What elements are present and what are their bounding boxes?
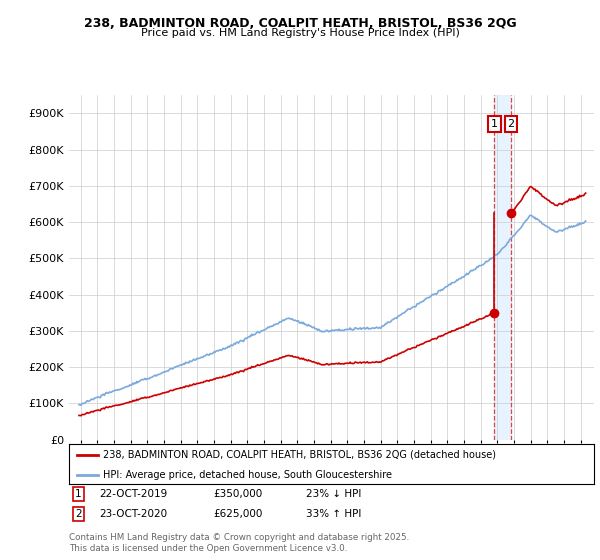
Text: £350,000: £350,000 [213, 489, 262, 499]
Bar [494, 95, 511, 440]
Text: 2: 2 [75, 509, 82, 519]
Text: 33% ↑ HPI: 33% ↑ HPI [306, 509, 361, 519]
Text: £625,000: £625,000 [213, 509, 262, 519]
Text: 22-OCT-2019: 22-OCT-2019 [99, 489, 167, 499]
Text: 23-OCT-2020: 23-OCT-2020 [99, 509, 167, 519]
Text: 238, BADMINTON ROAD, COALPIT HEATH, BRISTOL, BS36 2QG (detached house): 238, BADMINTON ROAD, COALPIT HEATH, BRIS… [103, 450, 496, 460]
Text: 23% ↓ HPI: 23% ↓ HPI [306, 489, 361, 499]
Text: Price paid vs. HM Land Registry's House Price Index (HPI): Price paid vs. HM Land Registry's House … [140, 28, 460, 38]
Text: 1: 1 [491, 119, 498, 129]
Text: Contains HM Land Registry data © Crown copyright and database right 2025.
This d: Contains HM Land Registry data © Crown c… [69, 533, 409, 553]
Text: HPI: Average price, detached house, South Gloucestershire: HPI: Average price, detached house, Sout… [103, 470, 392, 479]
Text: 238, BADMINTON ROAD, COALPIT HEATH, BRISTOL, BS36 2QG: 238, BADMINTON ROAD, COALPIT HEATH, BRIS… [83, 17, 517, 30]
Text: 1: 1 [75, 489, 82, 499]
Text: 2: 2 [508, 119, 515, 129]
